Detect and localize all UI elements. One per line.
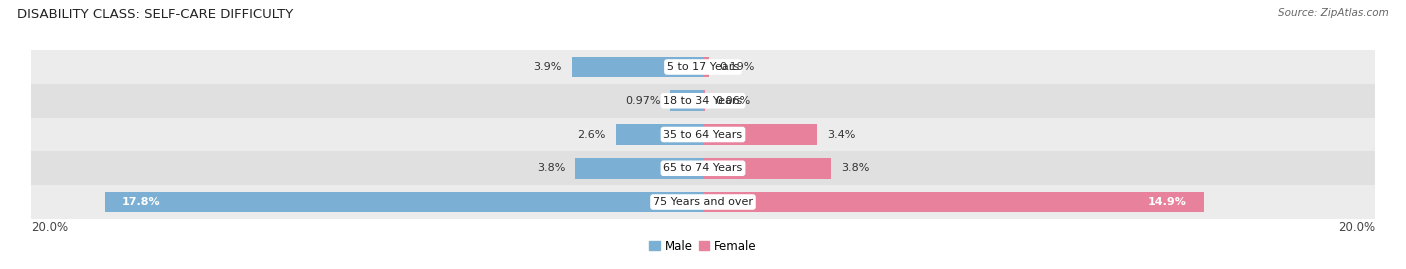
Legend: Male, Female: Male, Female <box>650 240 756 253</box>
Bar <box>31 50 1375 84</box>
Bar <box>703 56 710 77</box>
Text: 0.19%: 0.19% <box>720 62 755 72</box>
Bar <box>671 90 703 111</box>
Text: 20.0%: 20.0% <box>31 221 67 233</box>
Text: 14.9%: 14.9% <box>1149 197 1187 207</box>
Bar <box>31 185 1375 219</box>
Text: 0.06%: 0.06% <box>716 96 751 106</box>
Bar <box>105 192 703 213</box>
Text: 3.9%: 3.9% <box>533 62 562 72</box>
Bar <box>572 56 703 77</box>
Text: 5 to 17 Years: 5 to 17 Years <box>666 62 740 72</box>
Text: 18 to 34 Years: 18 to 34 Years <box>664 96 742 106</box>
Text: 2.6%: 2.6% <box>578 129 606 140</box>
Text: 0.97%: 0.97% <box>624 96 661 106</box>
Text: 35 to 64 Years: 35 to 64 Years <box>664 129 742 140</box>
Text: Source: ZipAtlas.com: Source: ZipAtlas.com <box>1278 8 1389 18</box>
Text: 3.4%: 3.4% <box>827 129 856 140</box>
Bar <box>703 124 817 145</box>
Bar <box>703 192 1204 213</box>
Text: 75 Years and over: 75 Years and over <box>652 197 754 207</box>
Bar <box>31 84 1375 118</box>
Text: 20.0%: 20.0% <box>1339 221 1375 233</box>
Bar <box>31 118 1375 151</box>
Text: 3.8%: 3.8% <box>841 163 869 173</box>
Bar <box>616 124 703 145</box>
Bar <box>703 90 704 111</box>
Bar <box>703 158 831 179</box>
Bar <box>31 151 1375 185</box>
Text: 17.8%: 17.8% <box>121 197 160 207</box>
Text: DISABILITY CLASS: SELF-CARE DIFFICULTY: DISABILITY CLASS: SELF-CARE DIFFICULTY <box>17 8 292 21</box>
Bar <box>575 158 703 179</box>
Text: 65 to 74 Years: 65 to 74 Years <box>664 163 742 173</box>
Text: 3.8%: 3.8% <box>537 163 565 173</box>
